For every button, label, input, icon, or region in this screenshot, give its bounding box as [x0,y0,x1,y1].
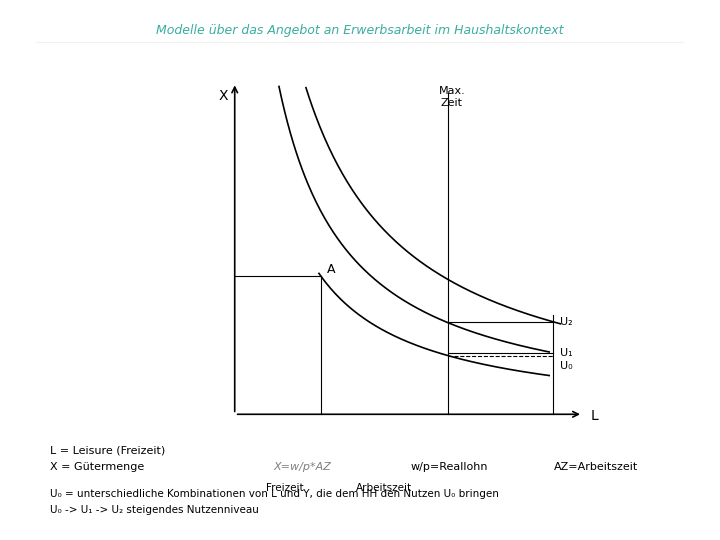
Text: X=w/p*AZ: X=w/p*AZ [274,462,331,472]
Text: Modelle über das Angebot an Erwerbsarbeit im Haushaltskontext: Modelle über das Angebot an Erwerbsarbei… [156,24,564,37]
Text: Freizeit: Freizeit [266,483,304,494]
Text: U₂: U₂ [560,317,573,327]
Text: X = Gütermenge: X = Gütermenge [50,462,145,472]
Text: AZ=Arbeitszeit: AZ=Arbeitszeit [554,462,639,472]
Text: Arbeitszeit: Arbeitszeit [356,483,413,494]
Text: X: X [219,90,228,104]
Text: U₀: U₀ [560,361,573,371]
Text: A: A [326,262,335,275]
Text: L = Leisure (Freizeit): L = Leisure (Freizeit) [50,446,166,456]
Text: U₀ = unterschiedliche Kombinationen von L und Y, die dem HH den Nutzen U₀ bringe: U₀ = unterschiedliche Kombinationen von … [50,489,499,499]
Text: U₀ -> U₁ -> U₂ steigendes Nutzenniveau: U₀ -> U₁ -> U₂ steigendes Nutzenniveau [50,505,259,515]
Text: Max.
Zeit: Max. Zeit [438,86,465,107]
Text: U₁: U₁ [560,348,573,357]
Text: w/p=Reallohn: w/p=Reallohn [410,462,488,472]
Text: L: L [590,409,598,423]
